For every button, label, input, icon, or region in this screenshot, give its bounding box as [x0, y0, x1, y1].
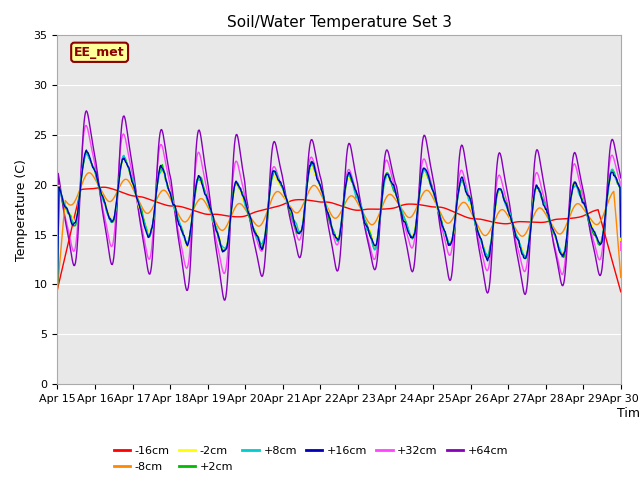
- Line: +2cm: +2cm: [58, 151, 621, 287]
- -2cm: [64, 209, 72, 215]
- +2cm: [54, 284, 61, 289]
- +32cm: [558, 272, 566, 277]
- Line: -8cm: -8cm: [58, 173, 621, 290]
- +8cm: [83, 151, 90, 156]
- +32cm: [64, 224, 72, 230]
- -16cm: [209, 211, 217, 217]
- +8cm: [64, 208, 72, 214]
- Line: -16cm: -16cm: [58, 187, 621, 292]
- +64cm: [209, 226, 217, 231]
- +2cm: [180, 232, 188, 238]
- -2cm: [209, 219, 217, 225]
- -8cm: [86, 170, 93, 176]
- +2cm: [122, 158, 130, 164]
- +64cm: [122, 123, 130, 129]
- +64cm: [64, 230, 72, 236]
- +32cm: [408, 245, 416, 251]
- Title: Soil/Water Temperature Set 3: Soil/Water Temperature Set 3: [227, 15, 452, 30]
- +32cm: [617, 247, 625, 253]
- +32cm: [54, 244, 61, 250]
- -8cm: [408, 213, 416, 218]
- -2cm: [617, 238, 625, 243]
- +8cm: [54, 282, 61, 288]
- +8cm: [408, 235, 416, 240]
- +64cm: [410, 268, 417, 274]
- Text: EE_met: EE_met: [74, 46, 125, 59]
- +16cm: [180, 232, 188, 238]
- +8cm: [209, 218, 217, 224]
- +8cm: [425, 177, 433, 182]
- -2cm: [122, 160, 130, 166]
- +2cm: [408, 236, 416, 242]
- +2cm: [64, 210, 72, 216]
- -16cm: [425, 204, 433, 209]
- +16cm: [83, 147, 90, 153]
- +16cm: [617, 234, 625, 240]
- -2cm: [83, 148, 91, 154]
- Line: -2cm: -2cm: [58, 151, 621, 283]
- -16cm: [100, 184, 108, 190]
- Y-axis label: Temperature (C): Temperature (C): [15, 159, 28, 261]
- +16cm: [122, 160, 130, 166]
- -2cm: [54, 280, 61, 286]
- -16cm: [64, 243, 72, 249]
- -2cm: [425, 177, 433, 183]
- +64cm: [220, 297, 228, 303]
- -8cm: [617, 275, 625, 280]
- +32cm: [83, 123, 90, 129]
- +64cm: [54, 275, 61, 280]
- +2cm: [617, 234, 625, 240]
- Line: +64cm: +64cm: [58, 111, 621, 300]
- +8cm: [180, 234, 188, 240]
- -16cm: [617, 289, 625, 295]
- +64cm: [83, 108, 90, 114]
- +64cm: [426, 157, 433, 163]
- +64cm: [617, 175, 625, 181]
- -2cm: [408, 232, 416, 238]
- Line: +8cm: +8cm: [58, 154, 621, 285]
- Line: +32cm: +32cm: [58, 126, 621, 275]
- +8cm: [617, 234, 625, 240]
- -16cm: [54, 287, 61, 292]
- -16cm: [122, 191, 130, 197]
- -8cm: [180, 219, 188, 225]
- +32cm: [122, 141, 130, 146]
- +8cm: [122, 160, 130, 166]
- -2cm: [180, 232, 188, 238]
- +32cm: [180, 255, 188, 261]
- -8cm: [209, 215, 217, 221]
- -16cm: [180, 204, 188, 210]
- -16cm: [408, 201, 416, 207]
- -8cm: [425, 188, 433, 194]
- -8cm: [122, 177, 130, 182]
- +16cm: [408, 235, 416, 240]
- +2cm: [209, 218, 217, 224]
- +32cm: [209, 223, 217, 229]
- +64cm: [180, 270, 188, 276]
- +16cm: [209, 214, 217, 219]
- +2cm: [425, 177, 433, 182]
- Line: +16cm: +16cm: [58, 150, 621, 285]
- +16cm: [64, 207, 72, 213]
- +32cm: [425, 171, 433, 177]
- +2cm: [83, 148, 90, 154]
- -8cm: [54, 287, 61, 293]
- +16cm: [54, 282, 61, 288]
- X-axis label: Time: Time: [617, 407, 640, 420]
- -8cm: [64, 200, 72, 206]
- +16cm: [425, 174, 433, 180]
- Legend: -16cm, -8cm, -2cm, +2cm, +8cm, +16cm, +32cm, +64cm: -16cm, -8cm, -2cm, +2cm, +8cm, +16cm, +3…: [109, 442, 513, 476]
